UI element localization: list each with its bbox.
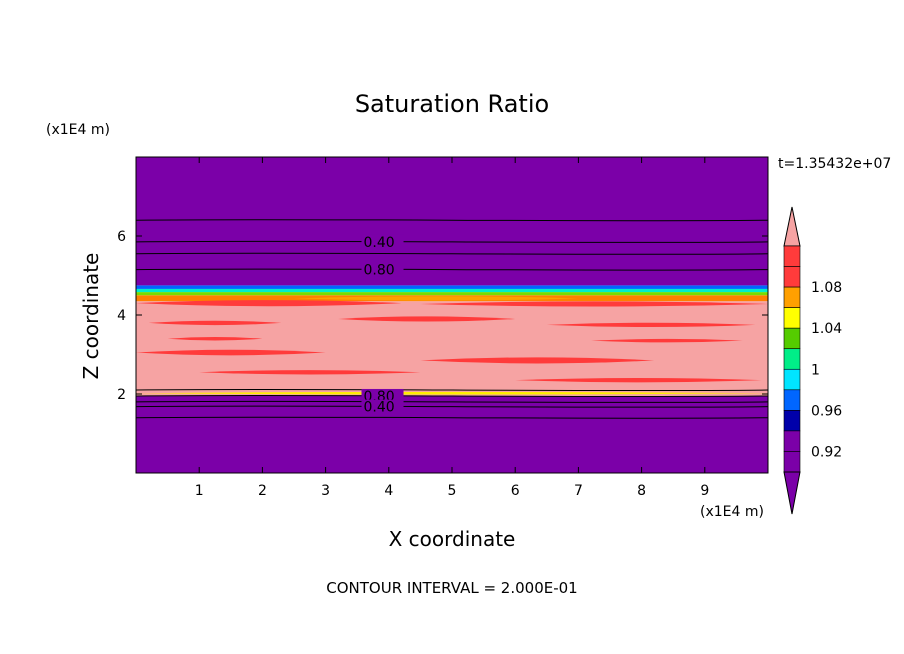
x-tick-label-6: 7: [574, 483, 583, 499]
colorbar-swatch-1: [783, 266, 801, 288]
streak-1: [420, 301, 768, 307]
streak-6: [136, 349, 326, 356]
x-tick-label-1: 2: [258, 483, 267, 499]
colorbar-swatch-4: [783, 327, 801, 350]
colorbar: 1.08 1.04 1 0.96 0.92: [783, 206, 842, 515]
contour-label-bg-2: [361, 388, 404, 403]
band-2: [136, 301, 768, 393]
colorbar-label-5: 1: [811, 362, 820, 378]
x-tick-label-0: 1: [195, 483, 204, 499]
contour-line-2: [135, 252, 769, 255]
band-0: [136, 395, 768, 473]
streak-11: [591, 338, 743, 343]
band-5: [136, 288, 768, 293]
colorbar-swatch-6: [783, 368, 801, 391]
colorbar-label-7: 0.96: [811, 403, 842, 419]
colorbar-swatch-7: [783, 389, 801, 411]
x-tick-label-5: 6: [511, 483, 520, 499]
contour-line-6: [135, 400, 769, 403]
colorbar-top-arrow: [783, 206, 801, 247]
colorbar-bottom-arrow: [783, 471, 801, 515]
contour-line-0: [135, 219, 769, 222]
colorbar-swatch-8: [783, 410, 801, 432]
contour-line-3: [135, 268, 769, 271]
colorbar-swatch-10: [783, 451, 801, 473]
x-unit-label: (x1E4 m): [700, 504, 764, 520]
contour-label-bg-0: [361, 234, 404, 249]
colorbar-swatch-0: [783, 245, 801, 267]
contour-label-bg-1: [361, 262, 404, 277]
streak-10: [167, 336, 263, 341]
y-tick-label-1: 4: [117, 308, 126, 324]
band-6: [136, 285, 768, 289]
y-tick-label-2: 6: [117, 229, 126, 245]
colorbar-swatch-3: [783, 307, 801, 329]
x-tick-label-7: 8: [637, 483, 646, 499]
contour-line-4: [135, 388, 769, 392]
contour-interval-label: CONTOUR INTERVAL = 2.000E-01: [326, 579, 577, 597]
streak-12: [136, 391, 768, 395]
contour-line-5: [135, 394, 769, 398]
streak-4: [338, 316, 516, 322]
contour-label-bg-3: [361, 399, 404, 414]
contour-line-7: [135, 405, 769, 408]
y-axis-label: Z coordinate: [79, 253, 103, 380]
band-7: [136, 157, 768, 286]
colorbar-swatch-5: [783, 348, 801, 370]
colorbar-swatch-2: [783, 286, 801, 308]
streak-2: [294, 296, 579, 301]
streak-9: [515, 378, 762, 383]
streak-0: [136, 300, 402, 307]
streak-5: [546, 322, 756, 328]
contour-line-8: [135, 416, 769, 419]
streak-8: [199, 370, 421, 375]
time-label: t=1.35432e+07: [778, 156, 891, 172]
colorbar-label-9: 0.92: [811, 444, 842, 460]
y-tick-label-0: 2: [117, 387, 126, 403]
contour-line-1: [135, 240, 769, 243]
colorbar-label-1: 1.08: [811, 280, 842, 296]
x-axis-label: X coordinate: [389, 527, 516, 551]
y-unit-label: (x1E4 m): [46, 122, 110, 138]
contour-label-0: 0.40: [364, 235, 395, 251]
streak-3: [148, 320, 282, 326]
x-tick-label-2: 3: [321, 483, 330, 499]
colorbar-swatch-9: [783, 430, 801, 452]
x-tick-label-3: 4: [384, 483, 393, 499]
chart-title: Saturation Ratio: [355, 90, 549, 118]
x-tick-label-4: 5: [448, 483, 457, 499]
streak-7: [420, 357, 655, 364]
band-4: [136, 292, 768, 296]
colorbar-label-3: 1.04: [811, 321, 842, 337]
contour-label-1: 0.80: [364, 263, 395, 279]
x-tick-label-8: 9: [700, 483, 709, 499]
contour-label-3: 0.40: [364, 400, 395, 416]
